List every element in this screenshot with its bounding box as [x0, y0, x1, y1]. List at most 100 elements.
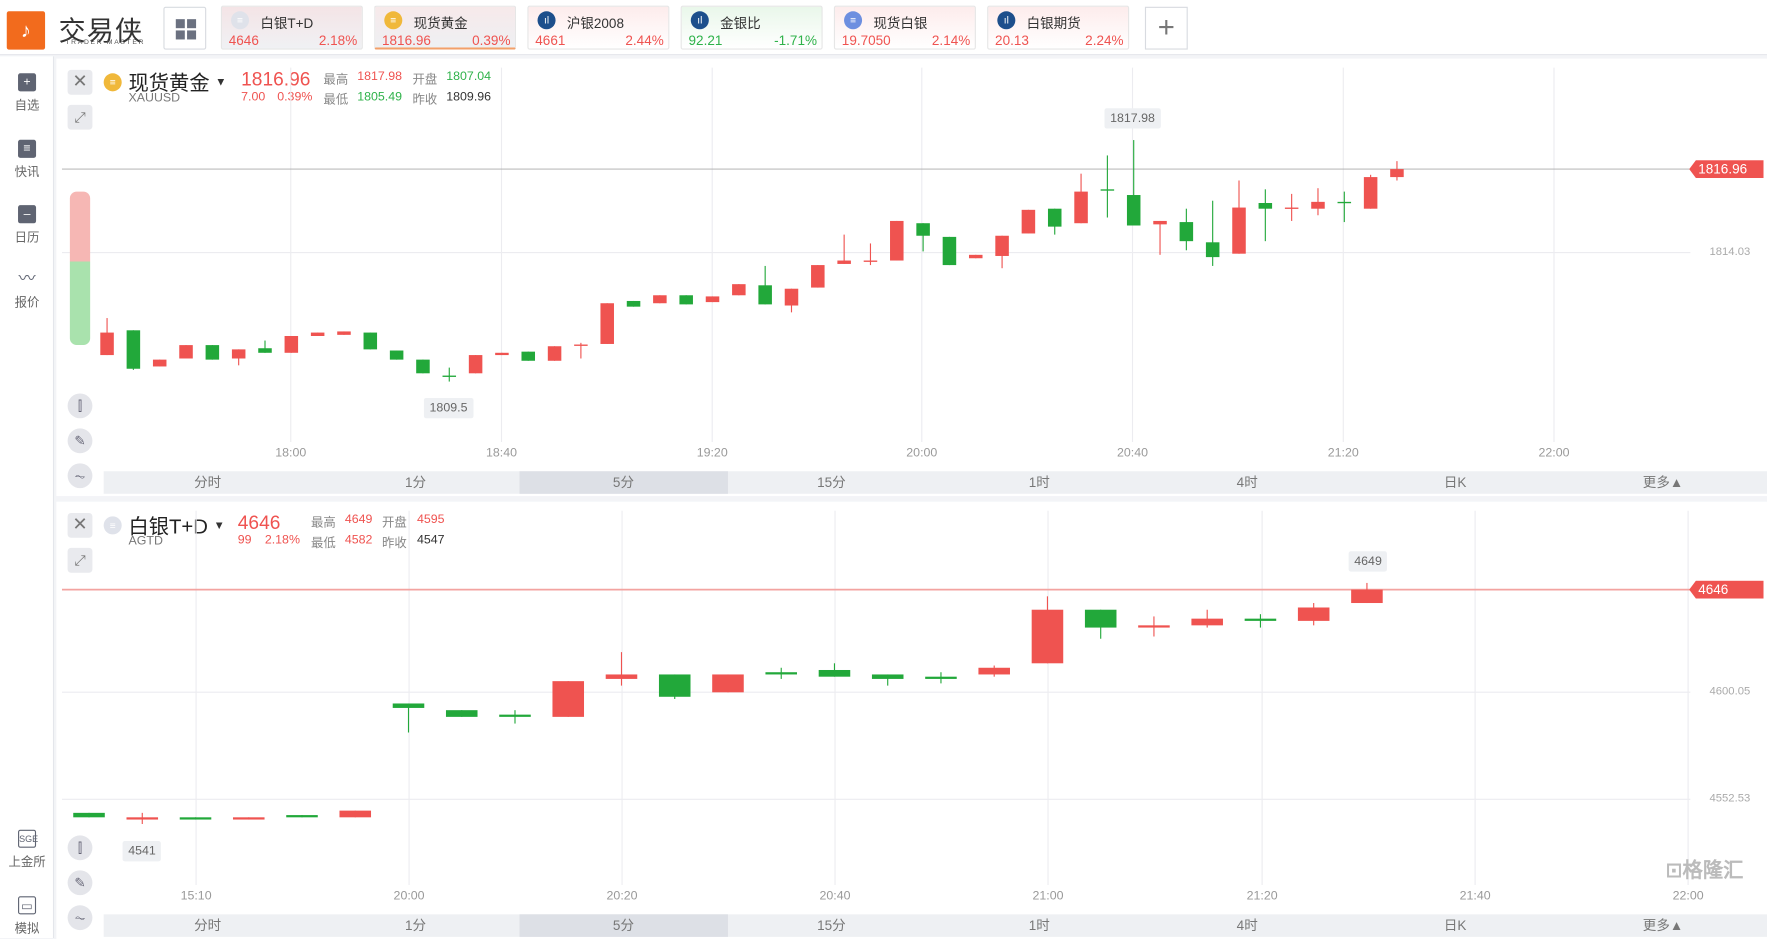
tab-period[interactable]: 4时 [1236, 474, 1258, 491]
tab-period[interactable]: 4时 [1236, 917, 1258, 934]
candle [732, 284, 746, 296]
tab-period[interactable]: 更多▲ [1642, 917, 1684, 934]
candle [179, 345, 193, 359]
indicator-button[interactable]: ⏦ [67, 905, 93, 931]
sidebar-item-watchlist[interactable]: + 自选 [0, 73, 54, 114]
candle [626, 300, 641, 307]
tab-period[interactable]: 15分 [817, 917, 846, 934]
high-label: 最高 [311, 516, 336, 530]
silver-bars-icon: ≡ [231, 11, 250, 30]
expand-chart-button[interactable]: ⤢ [67, 104, 93, 130]
caret-down-icon: ▼ [215, 76, 227, 89]
sidebar-item-quotes[interactable]: 〰报价 [0, 270, 54, 312]
top-bar: ♪ 交易侠 TRADER MASTER ≡ 白银T+D 4646 2.18% ≡ 现货黄金… [0, 0, 1767, 56]
tab-period[interactable]: 1时 [1028, 474, 1050, 491]
tab-period[interactable]: 5分 [519, 471, 728, 494]
candle-body [1047, 208, 1062, 227]
candle-body [1021, 209, 1036, 234]
sidebar-item-simulation[interactable]: ▭ 模拟 [0, 896, 54, 937]
sidebar-item-label: 日历 [14, 231, 40, 245]
candle-body [968, 254, 983, 259]
min-price-note: 4541 [122, 841, 162, 862]
instrument-selector[interactable]: 现货黄金 ▼ [128, 68, 226, 97]
tab-period[interactable]: 5分 [519, 914, 728, 937]
last-price-badge: 4646 [1689, 580, 1764, 599]
calendar-icon: – [18, 205, 37, 224]
tab-period[interactable]: 分时 [194, 474, 222, 491]
ticker-card[interactable]: ıl 白银期货 20.13 2.24% [987, 5, 1130, 50]
candle [784, 288, 799, 313]
candle [310, 332, 325, 336]
instrument-selector[interactable]: 白银T+D ▼ [128, 511, 224, 540]
candle [942, 236, 957, 266]
candle [1021, 209, 1036, 234]
min-price-note: 1809.5 [423, 397, 474, 419]
low-label: 最低 [323, 93, 349, 108]
candle [468, 355, 483, 374]
draw-pencil-button[interactable]: ✎ [67, 870, 93, 896]
tab-period[interactable]: 日K [1443, 474, 1467, 491]
candle [100, 318, 114, 356]
tab-period[interactable]: 日K [1443, 917, 1467, 934]
candle-body [653, 295, 667, 304]
candle-body [942, 236, 957, 266]
candle [1284, 193, 1299, 221]
ticker-card[interactable]: ıl 沪银2008 4661 2.44% [527, 5, 670, 50]
candle [1031, 596, 1064, 664]
period-tabs: 分时 1分 5分 15分 1时 4时 日K 更多▲ [103, 471, 1767, 494]
close-chart-button[interactable]: ✕ [67, 512, 93, 538]
draw-pencil-button[interactable]: ✎ [67, 428, 93, 454]
candle-body [126, 817, 159, 820]
candle [1351, 582, 1383, 604]
sidebar-item-news[interactable]: ≡ 快讯 [0, 139, 54, 181]
candle [1084, 609, 1117, 639]
prev-close-value: 1809.96 [446, 90, 492, 104]
candle [126, 812, 159, 825]
candle-body [337, 331, 351, 335]
ticker-name: 现货黄金 [413, 15, 468, 32]
expand-chart-button[interactable]: ⤢ [67, 547, 93, 573]
sidebar-item-label: 报价 [14, 296, 40, 311]
open-value: 1807.04 [446, 69, 492, 84]
candlestick-type-button[interactable]: ⫿ [67, 835, 93, 861]
layout-grid-button[interactable] [163, 6, 207, 50]
candle [445, 710, 478, 717]
candle-body [705, 296, 720, 303]
candle [1191, 609, 1223, 628]
ticker-card[interactable]: ≡ 现货白银 19.7050 2.14% [833, 5, 976, 50]
candlestick-type-button[interactable]: ⫿ [67, 393, 93, 419]
indicator-button[interactable]: ⏦ [67, 463, 93, 489]
sidebar-item-calendar[interactable]: – 日历 [0, 205, 54, 246]
tab-period[interactable]: 15分 [817, 474, 846, 491]
ticker-card[interactable]: ıl 金银比 92.21 -1.71% [680, 5, 823, 50]
candle-body [284, 335, 299, 353]
candle [818, 663, 851, 677]
candle-body [605, 674, 638, 679]
candle [1297, 603, 1330, 626]
candle-body [445, 710, 478, 717]
tab-period[interactable]: 1分 [405, 917, 427, 934]
candle [258, 340, 272, 353]
ticker-change: 2.14% [931, 32, 971, 49]
candle-body [547, 346, 562, 361]
candle-body [995, 235, 1009, 256]
add-ticker-button[interactable]: + [1144, 6, 1188, 50]
low-value: 4582 [344, 533, 373, 547]
time-axis-label: 21:20 [1327, 446, 1359, 460]
sell-strength-bar [69, 261, 91, 345]
time-axis-label: 22:00 [1538, 446, 1570, 460]
tab-period[interactable]: 更多▲ [1642, 474, 1684, 491]
sidebar-item-sge[interactable]: SGE 上金所 [0, 829, 54, 871]
ticker-card[interactable]: ≡ 现货黄金 1816.96 0.39% [374, 5, 517, 50]
candle [495, 352, 509, 356]
candle [765, 667, 797, 679]
tab-period[interactable]: 1时 [1028, 917, 1050, 934]
tab-period[interactable]: 1分 [405, 474, 427, 491]
ticker-card[interactable]: ≡ 白银T+D 4646 2.18% [220, 5, 363, 50]
close-chart-button[interactable]: ✕ [67, 69, 93, 95]
candle [890, 220, 904, 261]
candle-body [1084, 609, 1117, 628]
candle-body [495, 352, 509, 356]
candle [658, 674, 691, 700]
tab-period[interactable]: 分时 [194, 917, 222, 934]
